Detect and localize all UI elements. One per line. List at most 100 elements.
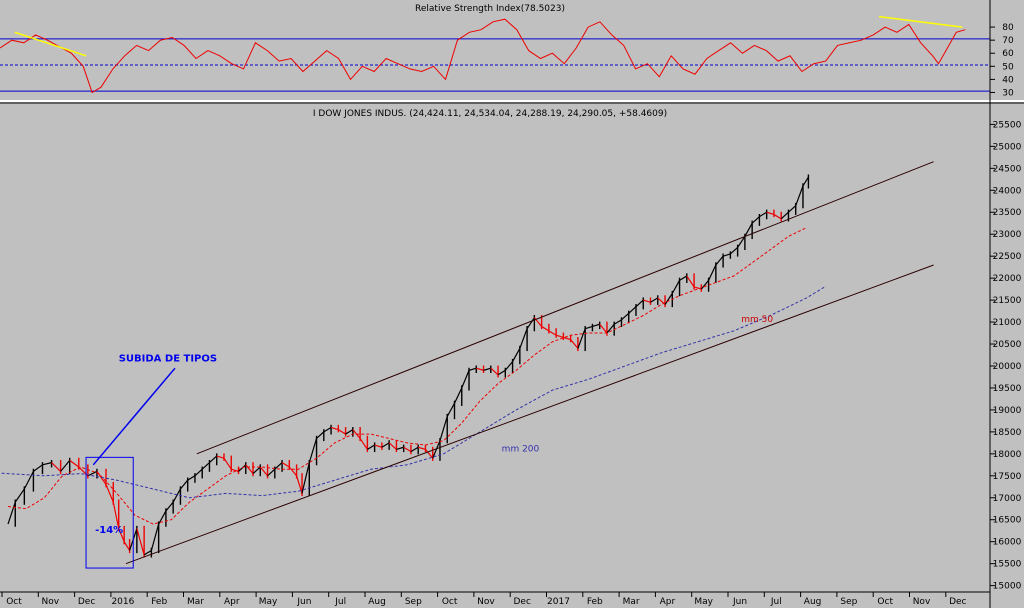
price-segment: [497, 369, 506, 376]
price-segment: [613, 319, 622, 325]
price-segment: [245, 464, 254, 474]
price-tick-label-22500: 22500: [993, 252, 1022, 262]
price-segment: [259, 466, 269, 477]
price-segment: [432, 440, 441, 459]
price-segment: [359, 438, 368, 450]
price-segment: [187, 475, 196, 481]
price-segment: [51, 462, 62, 472]
price-segment: [418, 446, 426, 451]
price-tick-label-24000: 24000: [993, 186, 1022, 196]
x-tick-label-5: Mar: [187, 597, 204, 607]
price-tick-label-20000: 20000: [993, 362, 1022, 372]
price-segment: [23, 471, 34, 490]
x-tick-label-14: Dec: [513, 597, 530, 607]
rsi-divergence-line-1: [14, 31, 87, 57]
price-segment: [671, 280, 681, 294]
x-tick-label-15: 2017: [547, 597, 570, 607]
price-segment: [105, 484, 114, 503]
price-segment: [795, 185, 804, 206]
x-tick-label-11: Sep: [405, 597, 422, 607]
x-tick-label-18: Apr: [660, 597, 676, 607]
price-segment: [165, 501, 174, 512]
annotation-label-0: SUBIDA DE TIPOS: [119, 354, 217, 365]
price-segment: [288, 466, 298, 477]
price-segment: [316, 431, 325, 439]
price-segment: [650, 297, 659, 303]
price-segment: [439, 416, 448, 441]
price-tick-label-24500: 24500: [993, 164, 1022, 174]
price-segment: [621, 312, 630, 321]
price-segment: [231, 468, 239, 472]
price-segment: [179, 479, 189, 490]
x-tick-label-6: Apr: [224, 597, 240, 607]
price-tick-label-21500: 21500: [993, 296, 1022, 306]
rsi-tick-label-30: 30: [1002, 88, 1014, 98]
x-tick-label-23: Sep: [840, 597, 857, 607]
price-x-axis: Oct Nov Dec 2016 Feb Mar Apr May Jun Jul Aug Sep Oct…: [1, 592, 967, 607]
price-segment: [476, 367, 484, 371]
price-segment: [715, 255, 724, 266]
price-tick-label-25500: 25500: [993, 120, 1022, 130]
ma200-line: [0, 286, 825, 499]
price-tick-label-19500: 19500: [993, 384, 1022, 394]
price-segment: [679, 275, 688, 281]
price-tick-label-23000: 23000: [993, 230, 1022, 240]
x-tick-label-0: Oct: [6, 597, 22, 607]
price-segment: [112, 502, 120, 529]
price-segment: [468, 367, 477, 371]
rsi-tick-label-50: 50: [1002, 62, 1014, 72]
price-segment: [592, 323, 600, 328]
price-segment: [563, 336, 571, 341]
price-segment: [708, 264, 717, 281]
price-segment: [14, 488, 25, 503]
x-tick-label-21: Jul: [770, 597, 782, 607]
price-segment: [577, 328, 586, 349]
x-tick-label-7: May: [259, 597, 278, 607]
price-segment: [69, 459, 80, 468]
rsi-tick-label-80: 80: [1002, 23, 1014, 33]
rsi-y-axis: 30 40 50 60 70 80: [990, 23, 1014, 98]
price-tick-label-15500: 15500: [993, 560, 1022, 570]
price-segment: [396, 446, 404, 451]
price-tick-label-18000: 18000: [993, 450, 1022, 460]
price-segment: [345, 429, 354, 435]
price-segment: [7, 501, 16, 525]
annotation-label-2: mm 50: [741, 315, 773, 325]
rsi-tick-label-70: 70: [1002, 36, 1014, 46]
price-segment: [33, 464, 43, 472]
price-segment: [729, 246, 739, 255]
price-segment: [788, 205, 797, 213]
price-segment: [584, 325, 593, 330]
price-segment: [628, 306, 637, 314]
price-segment: [410, 446, 419, 453]
price-tick-label-16500: 16500: [993, 516, 1022, 526]
price-segment: [599, 323, 608, 334]
price-segment: [424, 449, 434, 459]
x-tick-label-1: Nov: [42, 597, 60, 607]
price-segment: [374, 444, 383, 448]
price-segment: [238, 464, 247, 472]
price-series: [0, 161, 934, 565]
x-tick-label-19: May: [694, 597, 713, 607]
ma50-line: [7, 227, 807, 525]
price-segment: [194, 468, 203, 477]
price-segment: [403, 446, 412, 453]
x-tick-label-24: Oct: [877, 597, 893, 607]
price-segment: [461, 370, 470, 389]
x-tick-label-8: Jun: [296, 597, 311, 607]
price-segment: [548, 330, 557, 336]
rsi-title: Relative Strength Index(78.5023): [415, 4, 565, 14]
price-segment: [216, 455, 225, 459]
price-segment: [512, 348, 521, 362]
price-segment: [570, 339, 579, 349]
price-segment: [664, 293, 673, 305]
price-tick-label-15000: 15000: [993, 582, 1022, 592]
price-segment: [330, 426, 339, 431]
price-segment: [780, 211, 789, 220]
x-tick-label-2: Dec: [78, 597, 95, 607]
x-tick-label-16: Feb: [587, 597, 603, 607]
price-tick-label-17500: 17500: [993, 472, 1022, 482]
price-tick-label-23500: 23500: [993, 208, 1022, 218]
price-segment: [296, 475, 303, 494]
price-segment: [643, 299, 651, 303]
